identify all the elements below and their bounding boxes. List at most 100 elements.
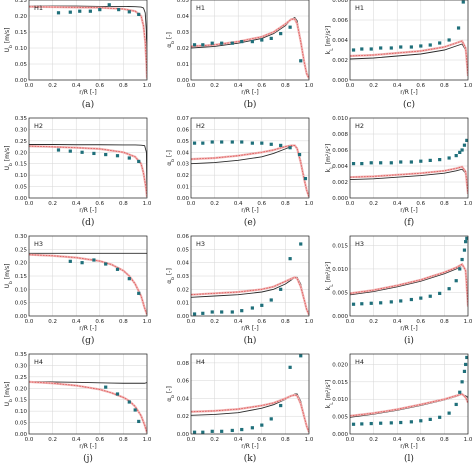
panel-tag: H2 [196,122,205,130]
y-tick-label: 0.03 [177,274,190,280]
x-tick-label: 1.0 [464,201,473,207]
y-tick-label: 0.015 [332,243,348,249]
y-axis-label: kL [m²/s²] [325,262,335,290]
subplot-k: 0.00 0.02 0.04 0.06 0.08 0.0 0.2 0.4 0.6 0.8 1.0 H4… [166,353,314,464]
y-tick-label: 0.05 [15,62,28,68]
x-axis-label: r/R [-] [241,207,258,214]
x-tick-label: 0.8 [119,437,128,443]
panel-caption: (k) [244,453,256,464]
data-marker [299,242,303,246]
data-marker [250,306,254,310]
y-tick-label: 0.05 [15,301,28,307]
dashed-series-line [350,166,468,195]
data-marker [92,258,96,262]
x-tick-label: 1.0 [143,437,152,443]
x-tick-label: 0.8 [440,319,449,325]
data-marker [458,390,462,394]
y-tick-label: 0.07 [177,116,190,122]
data-marker [192,430,197,434]
x-axis-label: r/R [-] [400,207,417,214]
data-marker [104,152,108,157]
dashed-series-band [350,165,468,195]
solid-series-line [29,380,147,384]
data-marker [428,158,432,162]
x-tick-label: 0.8 [281,319,290,325]
dashed-series-band [29,145,147,197]
x-tick-label: 0.2 [48,83,57,89]
y-tick-label: 0.35 [15,352,28,358]
panel-tag: H2 [34,122,43,130]
data-marker [68,259,72,263]
y-tick-label: 0.005 [332,415,348,421]
y-tick-label: 0.05 [15,421,28,427]
data-marker [360,302,364,306]
y-tick-label: 0.04 [177,150,190,156]
y-tick-label: 0.10 [15,287,28,293]
data-marker [137,419,141,424]
y-tick-label: 0.00 [177,78,190,84]
x-axis-label: r/R [-] [79,207,96,214]
y-tick-label: 0.06 [177,234,190,240]
panel-caption: (a) [82,99,94,110]
x-tick-label: 0.0 [346,437,355,443]
y-tick-label: 0.10 [15,173,28,179]
dashed-series-line [29,381,147,433]
x-tick-label: 0.6 [95,201,104,207]
panel-tag: H2 [355,122,364,130]
data-marker [133,408,137,412]
data-marker [399,420,403,425]
axes-frame [349,117,469,199]
y-tick-label: 0.25 [15,247,28,253]
data-marker [137,12,141,16]
y-tick-label: 0.05 [177,0,190,4]
data-marker [269,417,273,421]
panel-caption: (b) [244,99,257,110]
y-tick-label: 0.00 [177,314,190,320]
x-tick-label: 0.2 [210,83,219,89]
x-tick-label: 0.0 [187,83,196,89]
y-tick-label: 0.006 [332,148,348,154]
data-marker [127,277,131,281]
subplot-c: 0.000 0.002 0.004 0.006 0.008 0.0 0.2 0.4 0.6 0.8… [325,0,473,110]
data-marker [409,420,413,424]
data-marker [240,309,244,313]
plot-area [29,252,147,316]
data-marker [379,161,383,165]
dashed-series-line [191,394,309,433]
data-marker [360,162,364,166]
panel-caption: (f) [404,217,414,228]
data-marker [409,160,413,164]
y-tick-label: 0.000 [332,314,348,320]
data-marker [454,402,458,407]
y-tick-label: 0.00 [177,432,190,438]
dashed-series-band [29,253,147,316]
subplot-i: 0.000 0.005 0.010 0.015 0.0 0.2 0.4 0.6 0.8 1.0 H3… [325,235,473,346]
data-marker [279,403,283,408]
plot-area [350,355,468,426]
data-marker [419,44,423,48]
data-marker [78,9,82,13]
y-axis-label: αb [-] [166,32,176,48]
data-marker [104,262,108,266]
data-marker [438,158,442,162]
y-tick-label: 0.005 [332,290,348,296]
x-tick-label: 0.6 [416,319,425,325]
x-axis-label: r/R [-] [79,325,96,332]
axes-frame [349,0,469,81]
data-marker [230,310,234,314]
x-tick-label: 0.2 [48,319,57,325]
data-marker [454,154,458,158]
y-axis-label: αb [-] [166,386,176,402]
x-tick-label: 0.0 [346,319,355,325]
panel-caption: (g) [82,335,95,346]
data-marker [303,176,308,181]
data-marker [192,312,197,316]
x-tick-label: 0.4 [393,319,402,325]
subplot-d: 0.00 0.05 0.10 0.15 0.20 0.25 0.30 0.35 0.0 0.2 0.… [4,116,152,228]
x-tick-label: 0.8 [119,319,128,325]
y-tick-label: 0.20 [15,386,28,392]
plot-area [29,144,147,197]
data-marker [220,429,224,433]
dashed-series-line [29,6,147,79]
data-marker [461,0,465,4]
